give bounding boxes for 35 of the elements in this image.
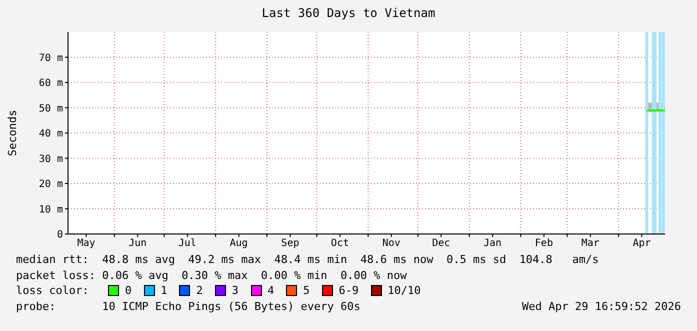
x-tick-label: Mar (581, 238, 600, 250)
x-tick-label: Aug (230, 238, 248, 250)
legend-label: 5 (302, 283, 310, 298)
y-tick-label: 30 m (38, 154, 63, 165)
y-tick-label: 70 m (38, 52, 63, 64)
x-tick-label: Nov (382, 238, 400, 250)
text: median rtt: 48.8 ms avg 49.2 ms max 48.4 ms min 48.6 ms now 0.5 ms sd 104.8 am/s (16, 252, 600, 268)
x-tick-label: Jul (178, 238, 196, 250)
y-tick-label: 20 m (38, 179, 63, 190)
y-tick-label: 40 m (38, 128, 63, 140)
x-tick-label: Sep (281, 238, 300, 250)
legend-label: 4 (266, 283, 274, 298)
legend-label: 1 (160, 283, 168, 298)
x-tick-label: Jun (128, 238, 147, 250)
legend-label: 10/10 (386, 283, 421, 298)
x-tick-label: Feb (534, 238, 553, 250)
text: packet loss: 0.06 % avg 0.30 % max 0.00 % min 0.00 % now (16, 268, 408, 283)
x-tick-label: Dec (432, 238, 450, 250)
y-axis-title: Seconds (6, 110, 19, 156)
chart-title: Last 360 Days to Vietnam (260, 6, 436, 20)
legend-title: loss color: (16, 283, 90, 298)
y-tick-label: 0 (56, 230, 63, 241)
legend-label: 3 (230, 283, 238, 298)
legend-label: 2 (195, 283, 203, 298)
legend-label: 6-9 (338, 283, 359, 298)
text: Wed Apr 29 16:59:52 2026 (522, 298, 681, 314)
y-tick-label: 10 m (38, 204, 63, 216)
x-tick-label: Apr (632, 238, 651, 250)
x-tick-label: Oct (330, 238, 349, 250)
legend-label: 0 (124, 283, 132, 298)
y-tick-label: 60 m (38, 78, 63, 90)
y-tick-label: 50 m (38, 103, 63, 114)
x-tick-label: Jan (484, 238, 502, 250)
x-tick-label: May (77, 238, 96, 250)
text: probe: 10 ICMP Echo Pings (56 Bytes) every 60s (16, 298, 360, 314)
